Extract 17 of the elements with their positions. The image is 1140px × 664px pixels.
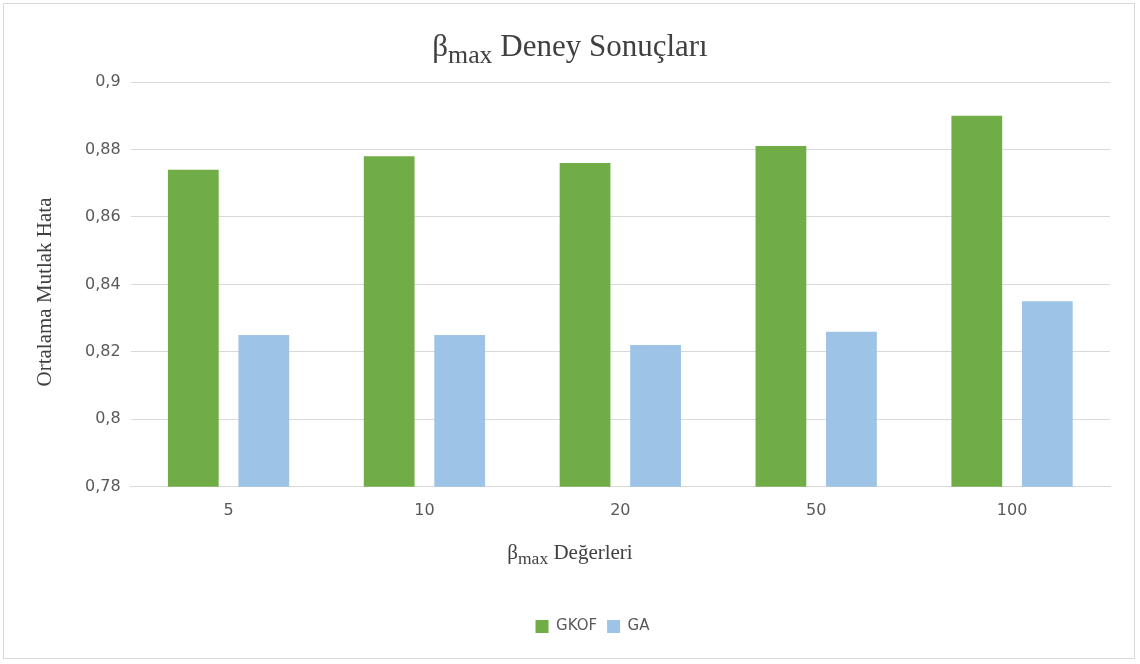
x-tick-label: 20	[610, 499, 631, 519]
chart-title: β$_{max}$ Deney Sonuçları	[431, 28, 709, 71]
legend-label: GKOF	[556, 616, 598, 635]
x-tick-label: 5	[223, 499, 234, 519]
x-tick-label: 10	[414, 499, 435, 519]
y-tick-label: 0,9	[95, 71, 121, 91]
y-tick-label: 0,8	[95, 408, 121, 428]
legend-label: GA	[627, 616, 651, 635]
y-tick-label: 0,82	[85, 341, 121, 361]
y-axis-title: Ortalama Mutlak Hata	[31, 197, 57, 387]
x-tick-label: 50	[806, 499, 827, 519]
x-tick-label: 100	[996, 499, 1028, 519]
y-tick-label: 0,84	[85, 273, 121, 293]
y-tick-label: 0,86	[85, 206, 121, 226]
y-tick-label: 0,88	[85, 138, 121, 158]
y-tick-label: 0,78	[85, 475, 121, 495]
x-axis-title: β$_{max}$ Değerleri	[506, 540, 634, 570]
